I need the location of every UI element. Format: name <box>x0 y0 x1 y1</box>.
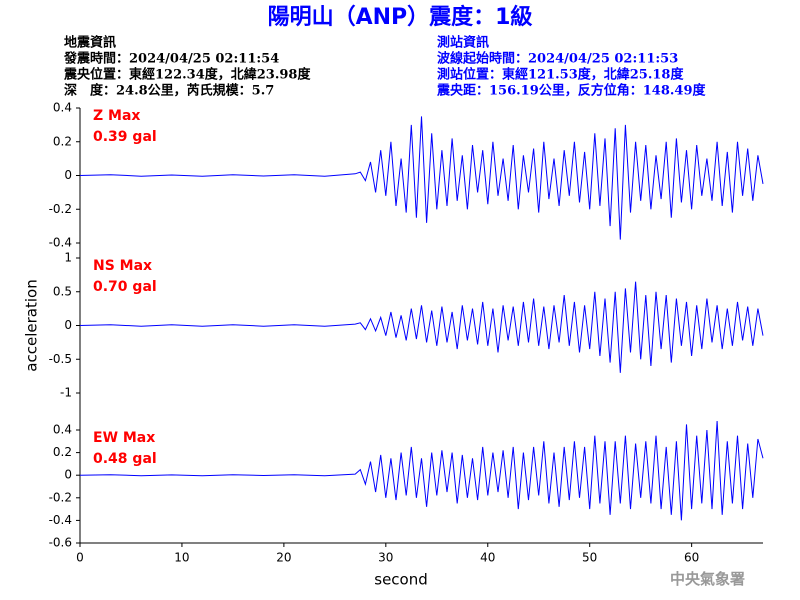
y-tick-label: 0.4 <box>53 423 72 437</box>
y-axis-label: acceleration <box>23 279 41 371</box>
info-line: 測站位置：東經121.53度，北緯25.18度 <box>437 67 684 83</box>
y-tick-label: -0.5 <box>49 352 72 366</box>
y-tick-label: -0.2 <box>49 490 72 504</box>
y-tick-label: -0.4 <box>49 513 72 527</box>
x-tick-label: 0 <box>76 551 84 565</box>
x-tick-label: 30 <box>378 551 393 565</box>
y-tick-label: -0.4 <box>49 236 72 250</box>
y-tick-label: 0.4 <box>53 101 72 115</box>
x-axis-label: second <box>374 571 428 589</box>
x-tick-label: 10 <box>174 551 189 565</box>
info-line: 震央位置：東經122.34度，北緯23.98度 <box>63 67 311 83</box>
annotation: 0.48 gal <box>93 451 157 467</box>
info-line: 波線起始時間：2024/04/25 02:11:53 <box>437 51 678 67</box>
waveform <box>79 420 764 521</box>
waveform <box>79 116 764 240</box>
annotation: 0.70 gal <box>93 279 157 295</box>
annotation: NS Max <box>93 258 152 274</box>
info-line: 震央距：156.19公里，反方位角：148.49度 <box>436 83 707 99</box>
chart-title: 陽明山（ANP）震度：1級 <box>268 4 533 30</box>
y-tick-label: 0 <box>64 318 72 332</box>
y-tick-label: 0 <box>64 168 72 182</box>
y-tick-label: 0.5 <box>53 284 72 298</box>
annotation: 0.39 gal <box>93 129 157 145</box>
waveform <box>79 281 764 373</box>
y-tick-label: 0.2 <box>53 445 72 459</box>
info-line: 發震時間：2024/04/25 02:11:54 <box>63 51 279 67</box>
x-tick-label: 50 <box>582 551 597 565</box>
annotation: EW Max <box>93 430 155 446</box>
info-line: 地震資訊 <box>64 35 116 51</box>
y-tick-label: 0.2 <box>53 134 72 148</box>
info-line: 測站資訊 <box>437 35 489 51</box>
x-tick-label: 60 <box>684 551 699 565</box>
y-tick-label: -0.6 <box>49 536 72 550</box>
x-tick-label: 20 <box>276 551 291 565</box>
annotation: Z Max <box>93 108 140 124</box>
y-tick-label: 0 <box>64 468 72 482</box>
y-tick-label: -0.2 <box>49 202 72 216</box>
x-tick-label: 40 <box>480 551 495 565</box>
info-line: 深 度：24.8公里，芮氏規模：5.7 <box>64 83 274 99</box>
y-tick-label: -1 <box>60 386 72 400</box>
footer: 中央氣象署 <box>670 570 745 588</box>
y-tick-label: 1 <box>64 251 72 265</box>
